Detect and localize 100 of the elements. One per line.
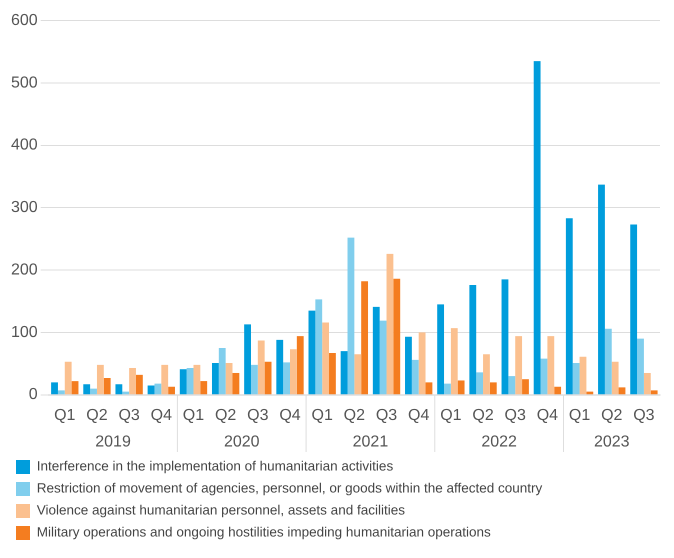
bar <box>354 354 362 394</box>
x-tick-label: Q4 <box>536 406 558 424</box>
bar <box>412 360 419 394</box>
bar <box>386 254 394 394</box>
x-tick-label: Q2 <box>86 406 108 424</box>
bar <box>444 384 451 394</box>
bar <box>308 310 316 394</box>
bar <box>258 340 265 394</box>
bar <box>315 299 322 394</box>
x-tick-label: Q3 <box>118 406 140 424</box>
x-tick-label: Q1 <box>182 406 204 424</box>
bar <box>515 336 522 394</box>
bar <box>154 384 162 394</box>
x-tick-label: Q1 <box>440 406 462 424</box>
bar <box>136 374 143 394</box>
bar <box>612 362 619 394</box>
bar <box>212 362 219 394</box>
bar <box>540 358 548 394</box>
bar <box>322 322 330 394</box>
bar <box>129 368 136 394</box>
bar <box>450 328 458 394</box>
x-tick-label: Q3 <box>247 406 269 424</box>
bar <box>405 336 412 394</box>
bar <box>232 372 240 394</box>
y-tick-label: 300 <box>10 199 38 216</box>
bar <box>469 285 476 394</box>
bar <box>637 338 644 394</box>
bar <box>618 387 626 394</box>
bar <box>418 332 426 394</box>
bar <box>604 328 612 394</box>
bar <box>534 61 541 394</box>
bar <box>586 392 594 394</box>
bar <box>547 336 554 394</box>
legend-label: Interference in the implementation of humanitarian activities <box>36 458 394 474</box>
text: 2019 <box>95 433 131 450</box>
x-tick-label: Q4 <box>408 406 430 424</box>
x-tick-label: Q2 <box>601 406 623 424</box>
bar <box>250 364 258 394</box>
x-tick-label: Q4 <box>150 406 172 424</box>
bar <box>348 238 354 394</box>
y-tick-label: 600 <box>10 12 38 30</box>
bar <box>64 362 72 394</box>
bar <box>122 392 130 394</box>
text: 2020 <box>224 433 260 450</box>
bar <box>148 385 154 394</box>
y-tick-label: 500 <box>10 74 38 92</box>
bar <box>372 306 380 394</box>
bar <box>426 382 432 394</box>
bar <box>104 378 111 394</box>
x-tick-label: Q3 <box>633 406 655 424</box>
text: 2022 <box>481 433 518 450</box>
bar <box>554 386 562 394</box>
bar <box>630 224 638 394</box>
bar <box>644 372 651 394</box>
x-tick-label: Q2 <box>214 406 236 424</box>
bar <box>598 184 605 394</box>
y-tick-label: 400 <box>10 136 38 154</box>
bar <box>193 364 200 394</box>
bar <box>380 320 387 394</box>
legend-label: Military operations and ongoing hostilities impeding humanitarian operations <box>36 524 492 540</box>
bar <box>168 386 175 394</box>
bar <box>51 382 58 394</box>
bar <box>264 362 272 394</box>
bar <box>580 356 586 394</box>
bar <box>200 381 208 394</box>
text: 2021 <box>352 433 388 450</box>
x-tick-label: Q3 <box>504 406 526 424</box>
bar <box>296 336 304 394</box>
bar <box>115 384 122 394</box>
bar <box>329 353 336 394</box>
bar <box>290 349 297 394</box>
bar <box>490 382 497 394</box>
x-tick-label: Q4 <box>279 406 301 424</box>
bar <box>566 218 573 394</box>
bar <box>180 369 187 394</box>
bar <box>96 364 104 394</box>
bar <box>361 281 368 394</box>
bar <box>458 380 465 394</box>
bar <box>186 368 194 394</box>
bar <box>508 376 516 394</box>
bar <box>218 348 226 394</box>
bar <box>83 384 90 394</box>
bar <box>340 351 348 394</box>
y-tick-label: 200 <box>10 261 38 278</box>
x-tick-label: Q1 <box>568 406 590 424</box>
bar <box>476 372 484 394</box>
bar <box>90 388 97 394</box>
bar <box>161 364 168 394</box>
bar <box>650 390 658 394</box>
legend-label: Violence against humanitarian personnel, assets and facilities <box>36 502 406 518</box>
bar <box>483 354 490 394</box>
x-tick-label: Q2 <box>472 406 494 424</box>
text: 2023 <box>594 433 630 450</box>
y-tick-label: 0 <box>28 386 38 404</box>
y-tick-label: 100 <box>10 324 38 341</box>
x-tick-label: Q2 <box>344 406 366 424</box>
x-tick-label: Q3 <box>376 406 398 424</box>
bar <box>572 362 580 394</box>
x-tick-label: Q1 <box>54 406 76 424</box>
bar <box>58 390 65 394</box>
